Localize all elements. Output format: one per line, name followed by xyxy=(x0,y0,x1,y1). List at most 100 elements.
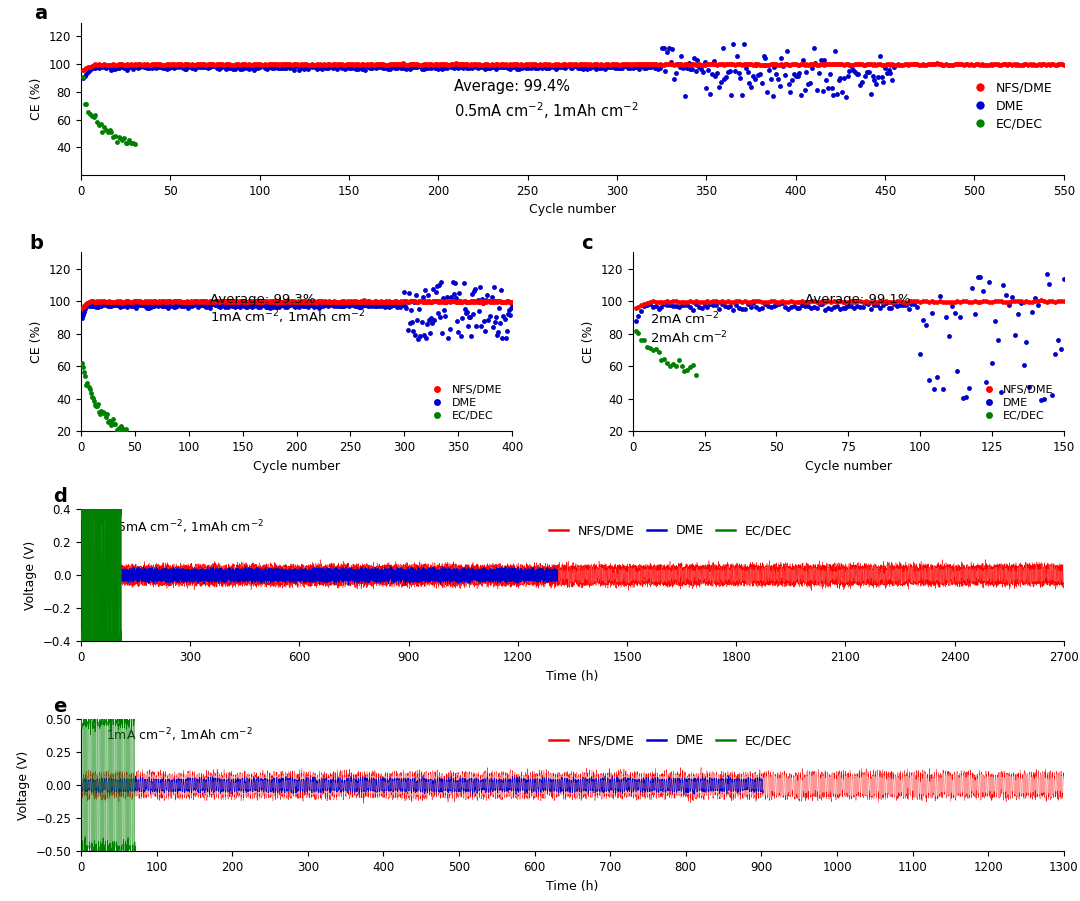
Point xyxy=(848,57,865,71)
Point xyxy=(387,57,404,71)
Point xyxy=(396,294,414,308)
Point xyxy=(400,58,417,72)
Point xyxy=(307,58,324,72)
Point xyxy=(86,295,104,309)
Point xyxy=(91,60,108,75)
Point xyxy=(106,62,123,77)
Legend: NFS/DME, DME, EC/DEC: NFS/DME, DME, EC/DEC xyxy=(544,729,797,752)
Point xyxy=(313,295,330,309)
Point xyxy=(177,296,194,310)
Point xyxy=(260,58,278,72)
Point xyxy=(564,60,581,75)
Point xyxy=(266,295,283,309)
Point xyxy=(91,295,108,309)
Point xyxy=(670,58,687,72)
Point xyxy=(526,57,543,71)
Point xyxy=(79,297,96,312)
Point xyxy=(960,58,977,72)
Point xyxy=(745,296,762,310)
Point xyxy=(862,86,879,101)
Point xyxy=(689,58,706,72)
Point xyxy=(103,62,120,77)
Point xyxy=(192,297,210,312)
Point xyxy=(231,298,248,313)
Point xyxy=(902,57,919,71)
Point xyxy=(473,292,490,306)
Point xyxy=(993,58,1010,72)
Point xyxy=(1003,294,1021,308)
Point xyxy=(228,59,245,74)
Point xyxy=(820,301,837,315)
Point xyxy=(245,57,262,71)
Point xyxy=(711,302,728,316)
Point xyxy=(1009,294,1026,308)
Point xyxy=(99,58,117,72)
Point xyxy=(247,294,265,308)
Point xyxy=(396,299,414,314)
Point xyxy=(292,295,309,309)
Text: d: d xyxy=(54,487,67,506)
Point xyxy=(916,58,933,72)
Point xyxy=(280,57,297,71)
Point xyxy=(499,295,516,309)
Point xyxy=(360,60,377,75)
Point xyxy=(937,57,955,71)
Point xyxy=(483,295,500,309)
Text: 2mA cm$^{-2}$: 2mA cm$^{-2}$ xyxy=(650,311,719,327)
Point xyxy=(85,394,103,408)
Point xyxy=(822,302,839,316)
Point xyxy=(678,61,696,76)
Point xyxy=(856,294,874,308)
Point xyxy=(225,61,242,76)
Point xyxy=(163,295,180,309)
Point xyxy=(889,295,906,309)
Point xyxy=(399,323,416,338)
Point xyxy=(652,300,670,314)
Point xyxy=(502,300,519,314)
Point xyxy=(352,298,369,313)
Point xyxy=(253,58,270,72)
Point xyxy=(501,62,518,77)
Point xyxy=(82,298,99,313)
Point xyxy=(1007,327,1024,341)
Point xyxy=(186,298,203,313)
Point xyxy=(421,325,438,340)
Point xyxy=(80,60,97,75)
Point xyxy=(448,296,465,310)
Point xyxy=(362,298,379,313)
Point xyxy=(118,295,135,309)
Point xyxy=(714,41,731,56)
Point xyxy=(256,298,273,313)
Point xyxy=(285,57,302,71)
Point xyxy=(349,57,366,71)
Point xyxy=(259,294,276,308)
Point xyxy=(416,57,433,71)
Point xyxy=(146,298,163,313)
Point xyxy=(957,57,974,71)
Point xyxy=(768,295,785,309)
Point xyxy=(153,298,171,313)
Point xyxy=(739,296,756,311)
Point xyxy=(998,288,1015,303)
Point xyxy=(174,295,191,309)
Point xyxy=(471,59,488,74)
Point xyxy=(184,298,201,313)
Point xyxy=(788,295,806,309)
Point xyxy=(686,51,703,66)
Point xyxy=(489,57,507,71)
Point xyxy=(163,59,180,74)
Point xyxy=(273,298,291,313)
Point xyxy=(472,295,489,309)
Point xyxy=(444,275,461,289)
Point xyxy=(91,57,108,71)
Point xyxy=(176,61,193,76)
Point xyxy=(777,295,794,309)
Point xyxy=(820,81,837,96)
Point xyxy=(261,300,279,314)
Point xyxy=(337,58,354,72)
Point xyxy=(1042,57,1059,71)
Point xyxy=(173,57,190,71)
Point xyxy=(126,298,144,313)
Point xyxy=(104,295,121,309)
Point xyxy=(1072,295,1080,309)
